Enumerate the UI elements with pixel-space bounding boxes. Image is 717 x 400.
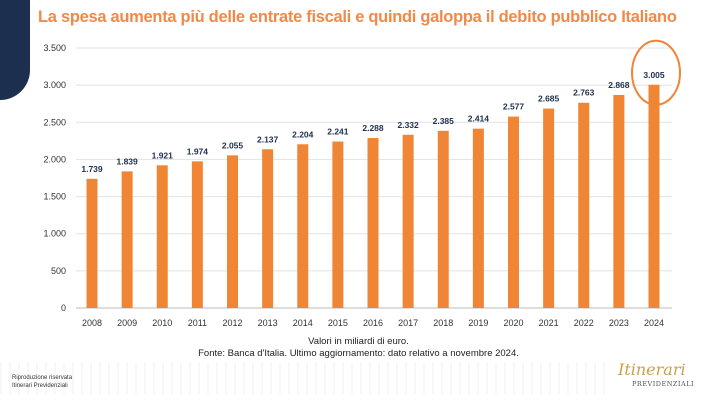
corner-decoration [0,0,30,100]
copyright-note: Riproduzione riservata Itinerari Previde… [12,374,72,390]
y-tick-label: 500 [51,266,66,276]
itinerari-logo: Itinerari PREVIDENZIALI [618,360,694,389]
bar [367,138,379,308]
x-tick-label: 2011 [188,318,207,328]
x-tick-label: 2024 [644,318,664,328]
data-label: 2.685 [538,94,560,104]
copyright-line-2: Itinerari Previdenziali [12,383,68,389]
bar [402,134,414,308]
data-label: 2.204 [292,129,314,139]
highlight-circle [631,39,681,106]
x-tick-label: 2012 [222,318,242,328]
bar [332,141,344,308]
y-tick-label: 1.500 [43,192,66,202]
x-tick-label: 2014 [293,318,313,328]
data-label: 2.288 [362,123,384,133]
y-tick-label: 3.500 [43,43,66,53]
y-tick-label: 2.500 [43,117,66,127]
x-tick-label: 2009 [117,318,137,328]
source-note: Fonte: Banca d'Italia. Ultimo aggiorname… [198,348,519,359]
data-label: 1.974 [187,146,209,156]
logo-script: Itinerari [618,360,686,379]
bar [648,84,660,309]
bar [121,171,133,308]
y-tick-label: 3.000 [43,80,66,90]
x-tick-label: 2018 [433,318,453,328]
data-label: 2.385 [433,116,455,126]
unit-note: Valori in miliardi di euro. [308,336,409,347]
bar [578,102,590,309]
y-tick-label: 2.000 [43,154,66,164]
copyright-line-1: Riproduzione riservata [12,375,73,381]
watermark-pattern [0,362,610,394]
bar [156,165,168,308]
data-label: 2.241 [327,127,349,137]
data-label: 3.005 [643,70,665,80]
bar [262,149,274,308]
page-title: La spesa aumenta più delle entrate fisca… [38,8,677,26]
bar [86,178,98,308]
x-tick-label: 2017 [398,318,418,328]
bar [191,161,203,308]
x-tick-label: 2008 [82,318,102,328]
data-label: 2.055 [222,140,244,150]
data-label: 2.868 [608,80,630,90]
bar [508,116,519,309]
data-label: 1.739 [81,164,103,174]
x-tick-label: 2010 [152,318,172,328]
y-tick-label: 1.000 [43,229,66,239]
bar [297,144,309,308]
x-tick-label: 2020 [503,318,523,328]
y-tick-label: 0 [61,303,66,313]
data-label: 1.839 [116,156,138,166]
data-label: 2.577 [503,102,525,112]
bar-chart: 0 500 1.000 1.500 2.000 2.500 3.000 3.500 1.739 2… [43,39,681,328]
x-tick-label: 2016 [363,318,383,328]
data-label: 2.414 [468,114,490,124]
bar [472,128,484,308]
bar [613,94,625,308]
x-tick-label: 2023 [609,318,629,328]
bar [227,155,238,308]
x-tick-label: 2021 [539,318,559,328]
x-tick-label: 2015 [328,318,348,328]
data-label: 1.921 [152,150,174,160]
logo-caps: PREVIDENZIALI [632,380,695,388]
data-label: 2.332 [397,120,419,130]
data-label: 2.137 [257,134,279,144]
x-tick-label: 2013 [258,318,278,328]
bar [543,108,555,309]
data-label: 2.763 [573,88,595,98]
bar [437,130,449,308]
x-tick-label: 2022 [574,318,594,328]
x-tick-label: 2019 [468,318,488,328]
